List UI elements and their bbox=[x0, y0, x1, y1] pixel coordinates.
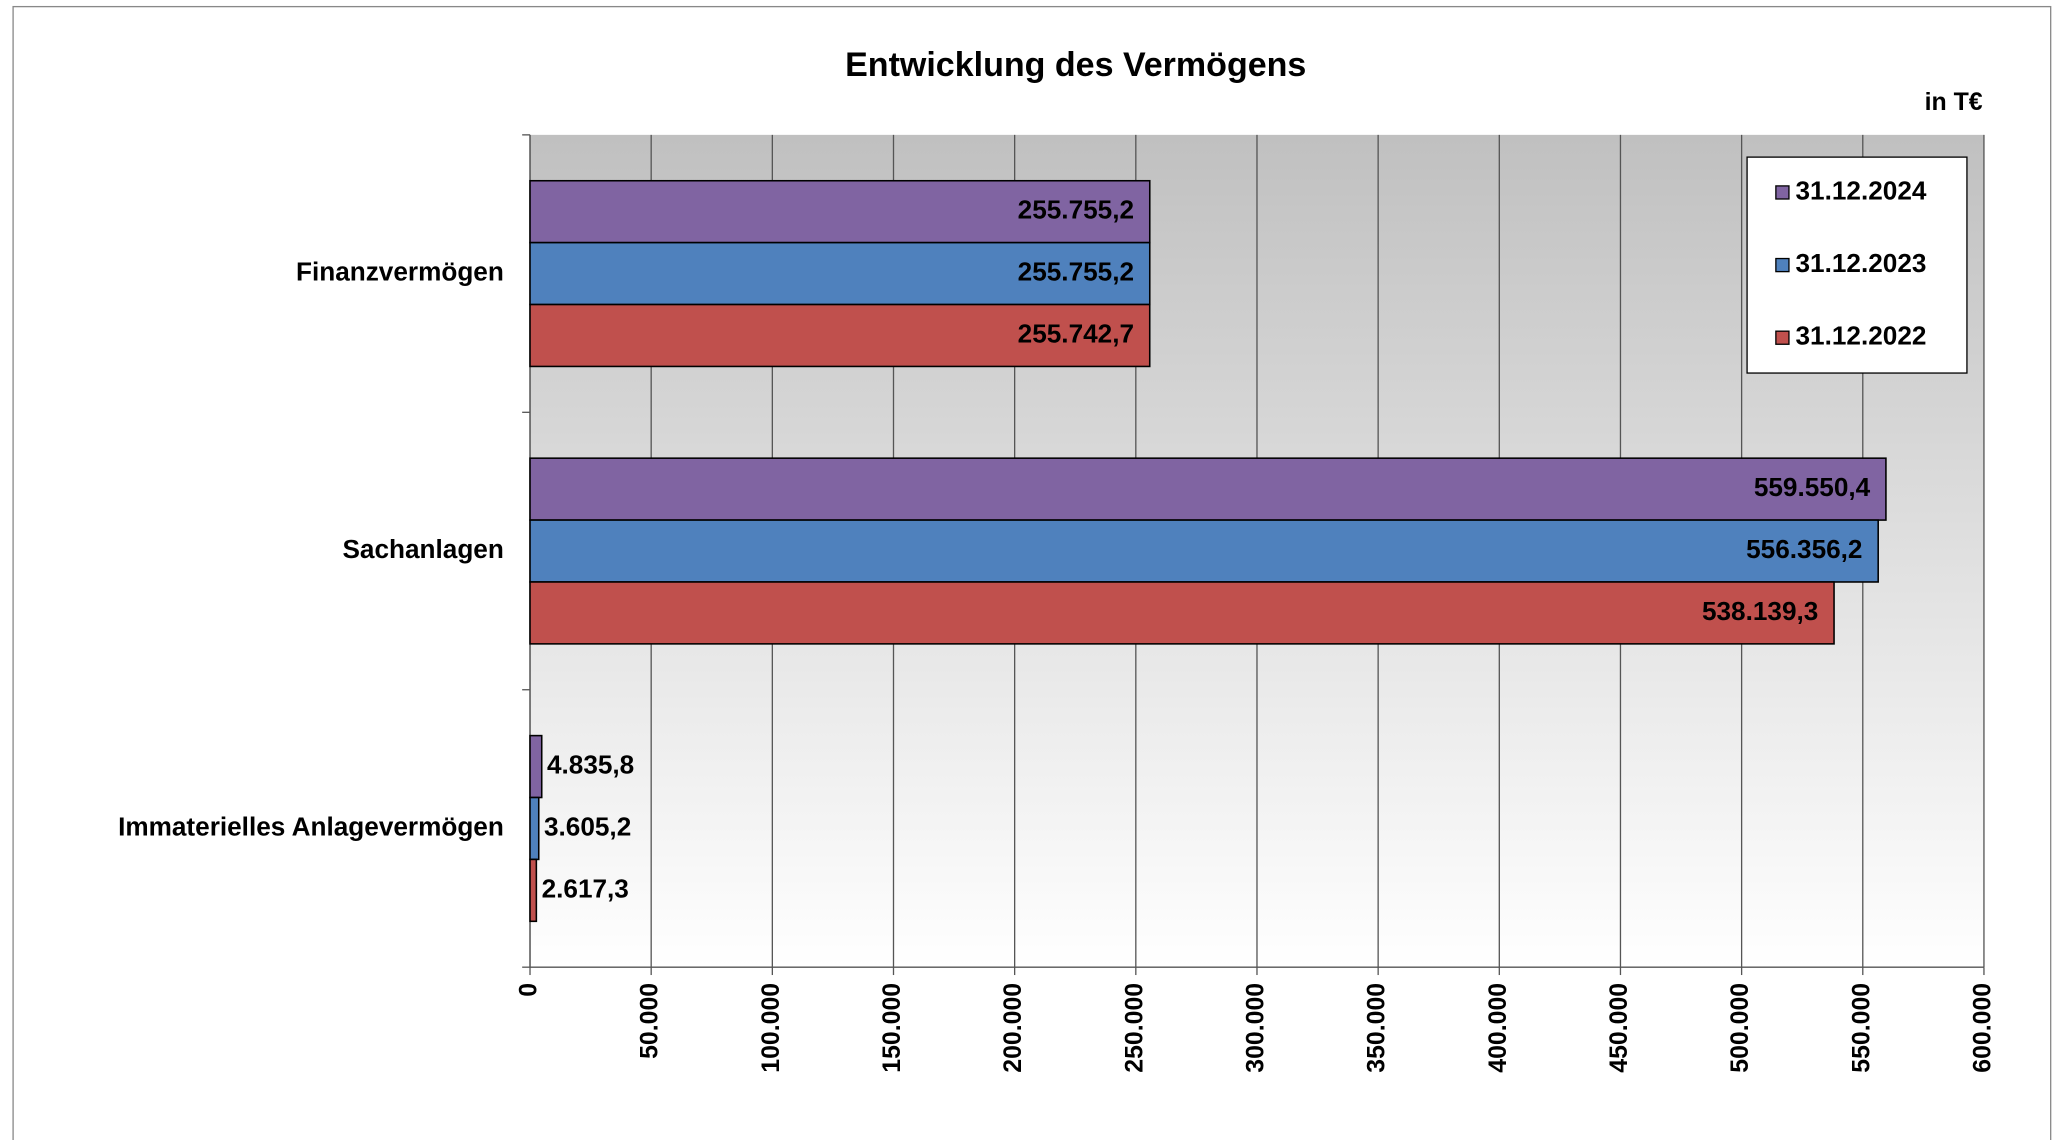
bar bbox=[529, 581, 1835, 645]
x-tick-label: 150.000 bbox=[878, 983, 906, 1073]
x-tick-label: 400.000 bbox=[1484, 983, 1512, 1073]
unit-label: in T€ bbox=[1925, 88, 1983, 116]
legend-label: 31.12.2024 bbox=[1796, 175, 1927, 205]
y-tick-label: Immaterielles Anlagevermögen bbox=[118, 811, 504, 841]
data-label: 556.356,2 bbox=[1746, 534, 1862, 564]
y-tick-label: Finanzvermögen bbox=[296, 256, 504, 286]
data-label: 255.755,2 bbox=[1018, 195, 1134, 225]
x-tick-label: 200.000 bbox=[999, 983, 1027, 1073]
legend-label: 31.12.2022 bbox=[1796, 321, 1927, 351]
bar bbox=[529, 734, 543, 799]
data-label: 255.755,2 bbox=[1018, 256, 1134, 286]
data-label: 538.139,3 bbox=[1702, 596, 1818, 626]
x-tick-label: 100.000 bbox=[757, 983, 785, 1073]
x-tick-label: 450.000 bbox=[1605, 983, 1633, 1073]
chart-title: Entwicklung des Vermögens bbox=[845, 46, 1306, 84]
x-tick-label: 300.000 bbox=[1242, 983, 1270, 1073]
bar bbox=[529, 457, 1887, 521]
data-label: 3.605,2 bbox=[544, 811, 631, 841]
data-label: 2.617,3 bbox=[542, 873, 629, 903]
x-tick-label: 350.000 bbox=[1363, 983, 1391, 1073]
bar bbox=[529, 241, 1151, 306]
bar bbox=[529, 858, 538, 923]
bar bbox=[529, 519, 1879, 583]
x-tick-label: 50.000 bbox=[636, 983, 664, 1059]
x-tick-label: 500.000 bbox=[1726, 983, 1754, 1073]
legend-swatch bbox=[1775, 185, 1790, 200]
y-tick-label: Sachanlagen bbox=[342, 534, 503, 564]
x-tick-label: 250.000 bbox=[1120, 983, 1148, 1073]
x-tick-label: 550.000 bbox=[1847, 983, 1875, 1073]
x-tick-label: 0 bbox=[515, 983, 543, 997]
x-tick-label: 600.000 bbox=[1969, 983, 1997, 1073]
legend-swatch bbox=[1775, 330, 1790, 345]
legend-label: 31.12.2023 bbox=[1796, 248, 1927, 278]
data-label: 4.835,8 bbox=[547, 749, 634, 779]
data-label: 559.550,4 bbox=[1754, 472, 1871, 502]
bar bbox=[529, 796, 540, 861]
data-label: 255.742,7 bbox=[1018, 318, 1134, 348]
legend-swatch bbox=[1775, 257, 1790, 273]
bar bbox=[529, 179, 1151, 244]
bar bbox=[529, 303, 1151, 368]
